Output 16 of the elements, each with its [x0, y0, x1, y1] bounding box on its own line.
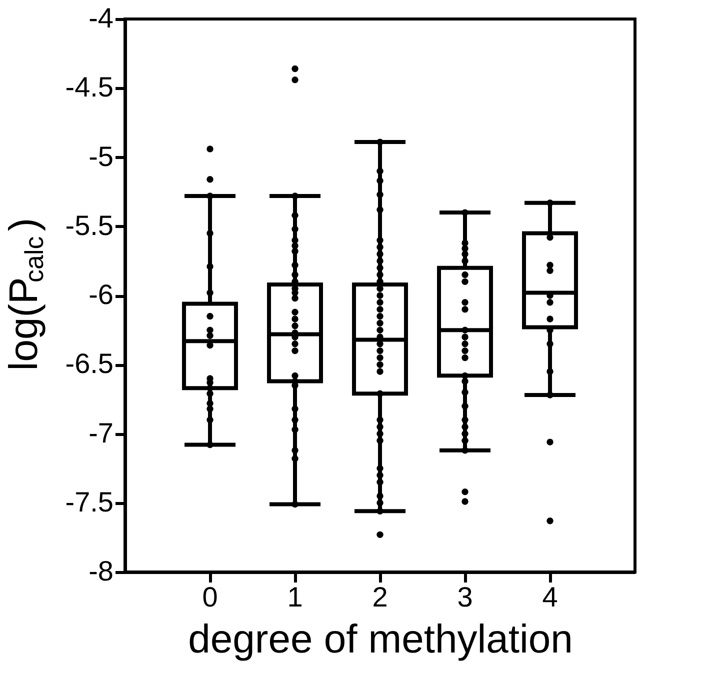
x-tick-label: 1: [287, 582, 303, 612]
x-tick-label: 2: [372, 582, 388, 612]
x-tick-label: 0: [202, 582, 218, 612]
x-axis-title: degree of methylation: [188, 618, 573, 662]
y-tick-label: -4: [88, 2, 114, 34]
y-tick-label: -7.5: [65, 486, 114, 518]
y-tick-label: -7: [88, 417, 114, 448]
y-axis-title: log(Pcalc): [2, 218, 49, 371]
y-tick-label: -5.5: [65, 210, 114, 241]
y-tick-label: -4.5: [65, 72, 114, 103]
y-tick-label: -8: [88, 556, 114, 586]
y-tick-label: -5: [88, 140, 114, 172]
y-tick-label: -6: [88, 279, 114, 310]
x-tick-label: 4: [542, 582, 558, 612]
y-tick-label: -6.5: [65, 348, 114, 380]
x-tick-label: 3: [457, 582, 473, 612]
